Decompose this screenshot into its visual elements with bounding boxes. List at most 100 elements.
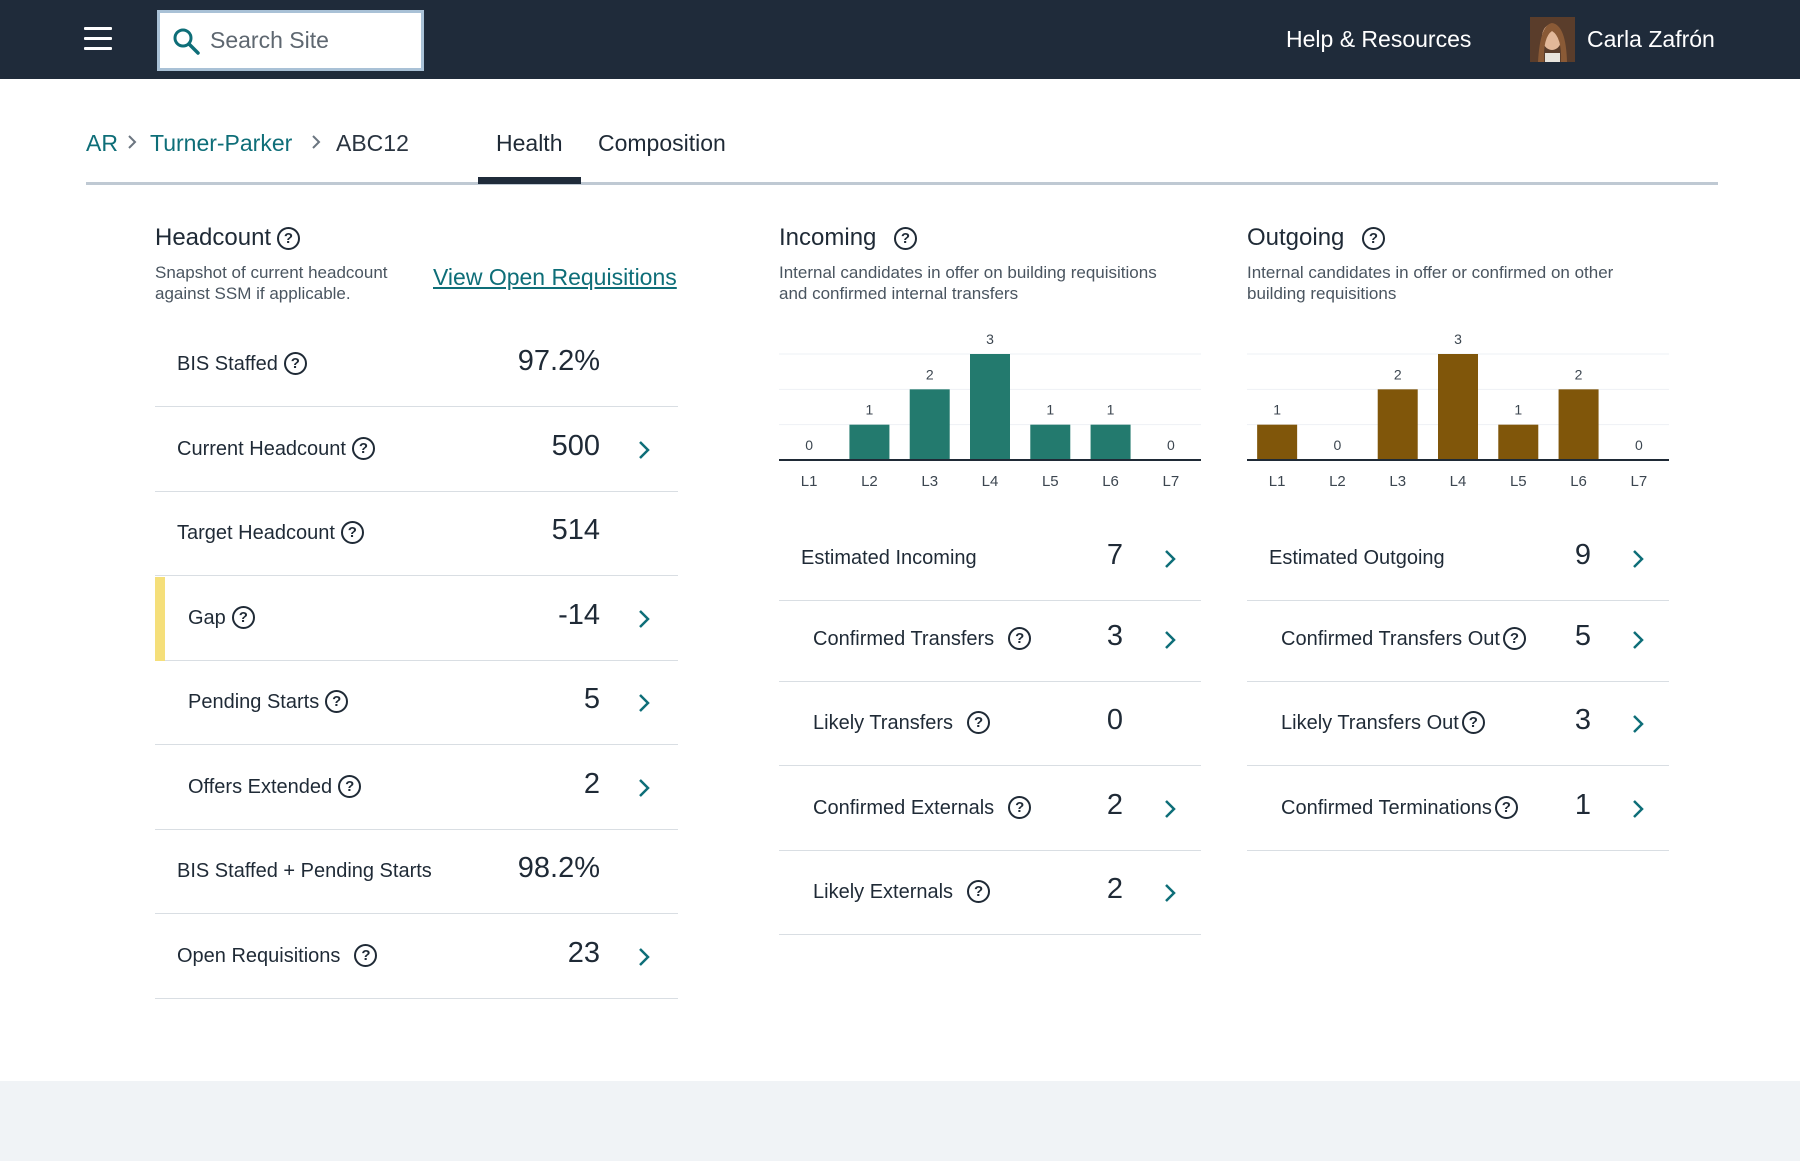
help-icon[interactable]: ? <box>354 943 378 967</box>
x-tick-label: L6 <box>1570 473 1587 490</box>
help-icon[interactable]: ? <box>277 227 300 250</box>
chevron-right-icon[interactable] <box>1163 881 1177 905</box>
row-value: 0 <box>1106 704 1123 736</box>
tab-health[interactable]: Health <box>496 130 563 156</box>
help-icon[interactable]: ? <box>1362 227 1385 250</box>
bar-l3[interactable] <box>909 389 950 460</box>
list-item[interactable]: Open Requisitions? 23 <box>155 915 678 999</box>
user-name[interactable]: Carla Zafrón <box>1587 26 1715 52</box>
bar-l4[interactable] <box>970 354 1010 460</box>
x-tick-label: L2 <box>861 473 878 490</box>
help-icon[interactable]: ? <box>1008 626 1032 650</box>
chevron-right-icon[interactable] <box>637 607 651 631</box>
row-value: 97.2% <box>517 345 600 377</box>
chevron-right-icon[interactable] <box>1631 547 1645 571</box>
row-label: BIS Staffed <box>177 353 278 375</box>
list-item[interactable]: Gap? -14 <box>155 577 678 661</box>
help-icon[interactable]: ? <box>1008 795 1032 819</box>
breadcrumb-item-turner-parker[interactable]: Turner-Parker <box>150 130 293 156</box>
row-label: Confirmed Transfers <box>813 628 995 650</box>
search-box[interactable] <box>157 10 424 71</box>
list-item[interactable]: Offers Extended? 2 <box>155 746 678 830</box>
row-value: 9 <box>1574 539 1591 571</box>
view-open-requisitions-link[interactable]: View Open Requisitions <box>433 264 677 290</box>
bar-l6[interactable] <box>1558 389 1599 460</box>
help-icon[interactable]: ? <box>325 689 349 713</box>
bar-l5[interactable] <box>1498 424 1539 460</box>
x-tick-label: L4 <box>982 473 999 490</box>
bar-l4[interactable] <box>1438 354 1478 460</box>
avatar[interactable] <box>1530 17 1575 62</box>
bar-value-label: 1 <box>1273 402 1281 418</box>
help-resources-link[interactable]: Help & Resources <box>1286 26 1472 52</box>
help-icon[interactable]: ? <box>283 351 307 375</box>
list-item: Target Headcount? 514 <box>155 492 678 576</box>
chevron-right-icon <box>312 135 321 149</box>
chevron-right-icon[interactable] <box>1631 712 1645 736</box>
help-icon[interactable]: ? <box>1494 795 1518 819</box>
list-item[interactable]: Likely Transfers Out? 3 <box>1247 682 1669 766</box>
list-item[interactable]: Likely Externals? 2 <box>779 851 1201 935</box>
x-tick-label: L4 <box>1450 473 1467 490</box>
x-tick-label: L3 <box>1389 473 1406 490</box>
help-icon[interactable]: ? <box>1502 626 1526 650</box>
bar-value-label: 3 <box>1454 331 1462 347</box>
help-icon[interactable]: ? <box>894 227 917 250</box>
row-label: Confirmed Externals <box>813 797 995 819</box>
breadcrumb-item-ar[interactable]: AR <box>86 130 118 156</box>
row-value: 2 <box>1106 789 1123 821</box>
tab-composition[interactable]: Composition <box>598 130 726 156</box>
bar-value-label: 3 <box>986 331 994 347</box>
x-tick-label: L5 <box>1510 473 1527 490</box>
list-item[interactable]: Estimated Outgoing 9 <box>1247 517 1669 601</box>
bar-value-label: 0 <box>1167 437 1175 453</box>
row-label: Pending Starts <box>188 691 320 713</box>
chevron-right-icon[interactable] <box>1163 628 1177 652</box>
help-icon[interactable]: ? <box>967 879 991 903</box>
list-item[interactable]: Confirmed Terminations? 1 <box>1247 767 1669 851</box>
list-item[interactable]: Current Headcount? 500 <box>155 408 678 492</box>
row-label: Estimated Incoming <box>801 547 977 569</box>
bar-l6[interactable] <box>1090 424 1131 460</box>
help-icon[interactable]: ? <box>231 605 255 629</box>
help-icon[interactable]: ? <box>967 710 991 734</box>
bar-l5[interactable] <box>1030 424 1071 460</box>
bar-l2[interactable] <box>849 424 890 460</box>
list-item[interactable]: Confirmed Transfers Out? 5 <box>1247 598 1669 682</box>
menu-icon[interactable] <box>84 27 112 51</box>
chevron-right-icon[interactable] <box>637 776 651 800</box>
bar-l1[interactable] <box>1257 424 1298 460</box>
row-label: Confirmed Transfers Out <box>1281 628 1500 650</box>
row-label: Open Requisitions <box>177 945 341 967</box>
chevron-right-icon <box>128 135 137 149</box>
row-label: Current Headcount <box>177 438 346 460</box>
help-icon[interactable]: ? <box>351 436 375 460</box>
bar-value-label: 0 <box>1334 437 1342 453</box>
bar-value-label: 2 <box>1575 366 1583 382</box>
chevron-right-icon[interactable] <box>1631 628 1645 652</box>
chevron-right-icon[interactable] <box>1163 547 1177 571</box>
list-item[interactable]: Confirmed Externals? 2 <box>779 767 1201 851</box>
chevron-right-icon[interactable] <box>1163 797 1177 821</box>
incoming-title: Incoming ? <box>779 224 979 252</box>
row-value: 1 <box>1574 789 1591 821</box>
row-value: 500 <box>551 430 600 462</box>
chevron-right-icon[interactable] <box>637 438 651 462</box>
bar-l3[interactable] <box>1377 389 1418 460</box>
list-item[interactable]: Estimated Incoming 7 <box>779 517 1201 601</box>
help-icon[interactable]: ? <box>340 520 364 544</box>
list-item[interactable]: Pending Starts? 5 <box>155 661 678 745</box>
x-tick-label: L1 <box>1269 473 1286 490</box>
list-item[interactable]: Confirmed Transfers? 3 <box>779 598 1201 682</box>
chevron-right-icon[interactable] <box>1631 797 1645 821</box>
row-label: Gap <box>188 607 226 629</box>
chevron-right-icon[interactable] <box>637 691 651 715</box>
search-input[interactable] <box>210 27 410 54</box>
x-tick-label: L1 <box>801 473 818 490</box>
row-value: 5 <box>583 683 600 715</box>
help-icon[interactable]: ? <box>338 774 362 798</box>
help-icon[interactable]: ? <box>1461 710 1485 734</box>
bar-value-label: 0 <box>1635 437 1643 453</box>
chevron-right-icon[interactable] <box>637 945 651 969</box>
footer <box>0 1081 1800 1161</box>
